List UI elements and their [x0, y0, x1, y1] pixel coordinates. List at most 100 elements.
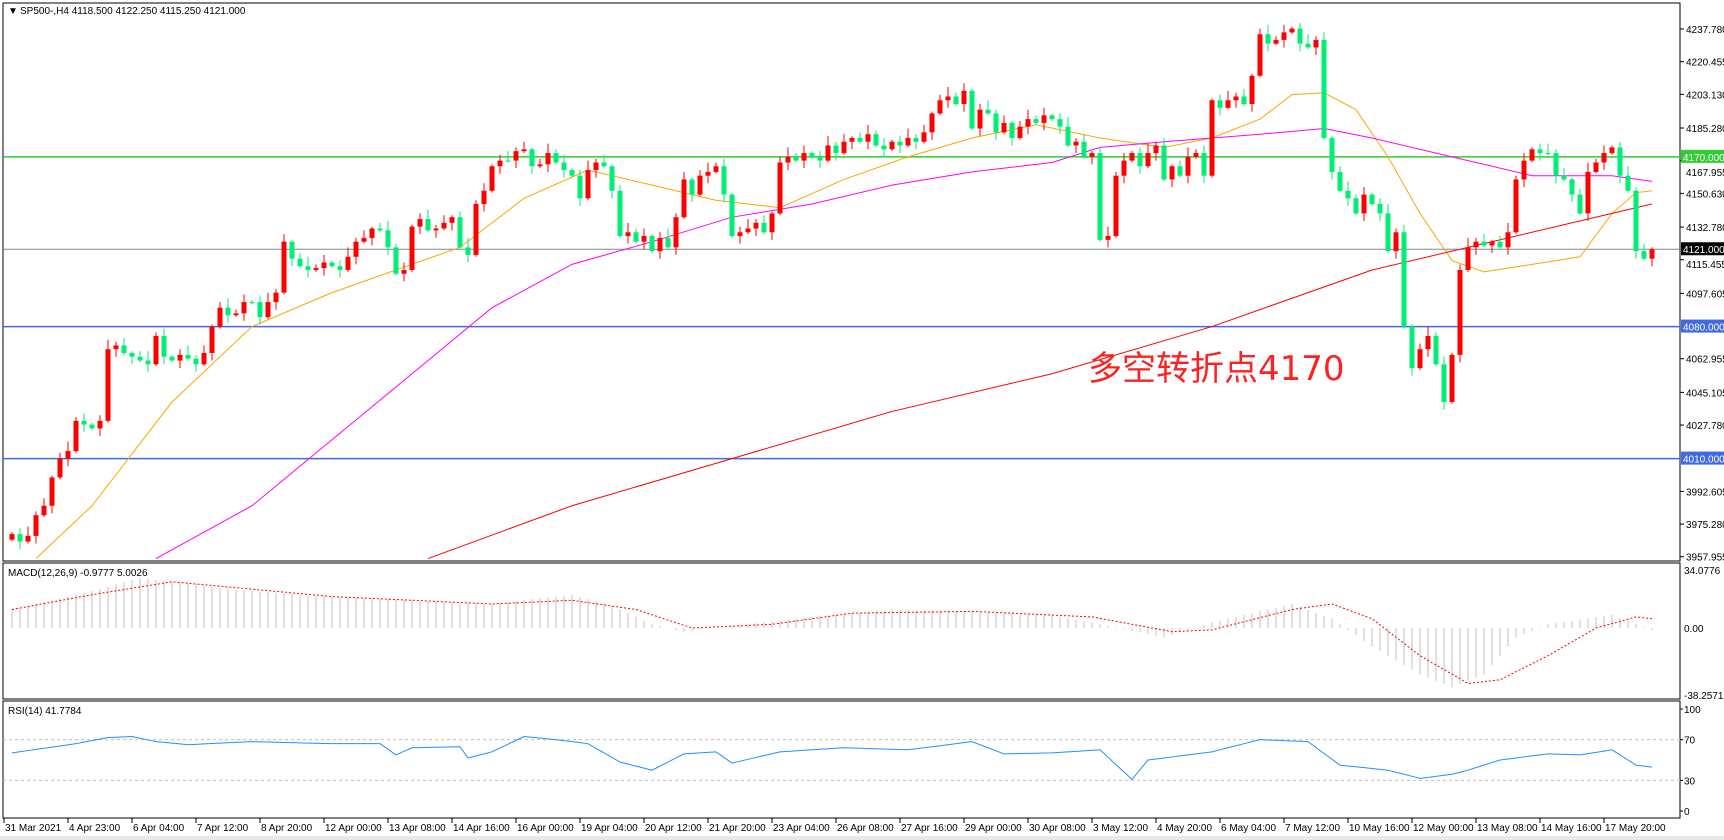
candle — [1153, 141, 1159, 161]
candle-body — [505, 160, 511, 162]
candle-body — [665, 237, 671, 248]
candle — [1137, 147, 1143, 174]
candle-body — [649, 236, 655, 252]
candle-body — [369, 228, 375, 238]
candle-body — [1609, 147, 1615, 154]
candle-body — [329, 262, 335, 267]
candle-body — [729, 194, 735, 237]
candle — [241, 294, 247, 321]
level-label: 4080.000 — [1683, 323, 1724, 334]
candle — [505, 151, 511, 163]
time-tick-label: 19 Apr 04:00 — [581, 823, 638, 834]
level-label: 4121.000 — [1683, 245, 1724, 256]
candle-body — [641, 236, 647, 242]
candle-body — [929, 113, 935, 133]
candle — [1417, 343, 1423, 370]
candle-body — [289, 241, 295, 259]
candle — [489, 164, 495, 193]
candle-body — [1241, 96, 1247, 105]
candle — [1073, 137, 1079, 154]
candle — [689, 177, 695, 203]
candle-body — [1601, 153, 1607, 163]
candle-body — [1065, 126, 1071, 146]
candle — [185, 345, 191, 361]
candle — [585, 160, 591, 201]
candle — [193, 354, 199, 372]
candle-body — [977, 109, 983, 129]
candle — [1113, 171, 1119, 238]
macd-panel — [2, 562, 1681, 700]
candle — [1361, 187, 1367, 221]
candle — [337, 260, 343, 278]
candle — [657, 232, 663, 259]
candle — [1273, 36, 1279, 46]
candle-body — [601, 162, 607, 167]
candle-body — [305, 266, 311, 270]
candle-body — [1441, 364, 1447, 403]
candle — [1041, 107, 1047, 131]
candle-body — [1137, 153, 1143, 167]
price-tick-label: 3957.955 — [1686, 553, 1724, 564]
candle — [97, 415, 103, 436]
candle — [1577, 188, 1583, 216]
candle-body — [1497, 241, 1503, 248]
time-tick-label: 16 Apr 00:00 — [517, 823, 574, 834]
candle-body — [889, 141, 895, 150]
candle-body — [1537, 149, 1543, 154]
candle-body — [1617, 147, 1623, 176]
candle-body — [825, 145, 831, 161]
candle-body — [113, 345, 119, 350]
candle-body — [89, 424, 95, 429]
candle — [417, 213, 423, 235]
candle — [1201, 145, 1207, 184]
candle-body — [657, 237, 663, 252]
candle — [161, 328, 167, 365]
candle-body — [569, 170, 575, 176]
candle-body — [409, 226, 415, 270]
candle-body — [1089, 153, 1095, 157]
candle — [377, 222, 383, 233]
rsi-tick-label: 70 — [1684, 736, 1696, 747]
ma-mid-line — [155, 128, 1653, 559]
candle — [1089, 151, 1095, 165]
candle — [353, 237, 359, 265]
candle-body — [1305, 43, 1311, 48]
candle — [1369, 192, 1375, 206]
candle — [401, 262, 407, 282]
candle-body — [481, 190, 487, 204]
price-tick-label: 4027.780 — [1686, 421, 1724, 432]
candle-body — [985, 109, 991, 114]
candle-body — [1369, 194, 1375, 204]
price-tick-label: 4150.630 — [1686, 189, 1724, 200]
candle — [1457, 264, 1463, 363]
candle-body — [617, 190, 623, 237]
candle — [593, 158, 599, 178]
candle — [617, 185, 623, 238]
candle-body — [1081, 141, 1087, 157]
candle — [817, 151, 823, 169]
candle — [753, 219, 759, 237]
candle-body — [1625, 175, 1631, 191]
candle-body — [233, 313, 239, 316]
candle — [1033, 115, 1039, 125]
candle-body — [1409, 326, 1415, 369]
candle — [1241, 88, 1247, 106]
candle — [457, 211, 463, 250]
candle — [1329, 136, 1335, 180]
candle — [1513, 175, 1519, 235]
candle-body — [961, 90, 967, 105]
candle-body — [161, 336, 167, 357]
candle-body — [129, 352, 135, 357]
annotation-text: 多空转折点4170 — [1088, 349, 1345, 389]
candle-body — [969, 90, 975, 129]
time-tick-label: 27 Apr 16:00 — [901, 823, 958, 834]
candle — [121, 337, 127, 355]
candle-body — [849, 137, 855, 142]
candle — [145, 351, 151, 372]
candle — [697, 170, 703, 197]
candle — [545, 143, 551, 172]
candle-body — [1161, 145, 1167, 180]
candle — [1449, 352, 1455, 404]
candle-body — [1105, 236, 1111, 240]
